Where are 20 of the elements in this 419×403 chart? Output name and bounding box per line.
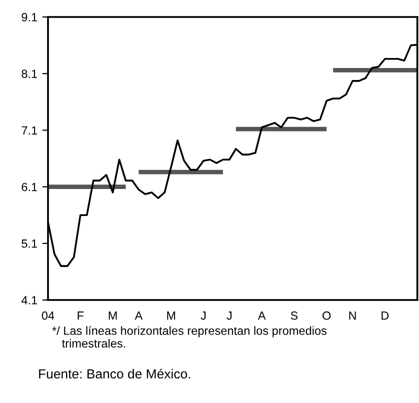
x-tick-label: N	[349, 312, 356, 320]
x-tick-label: O	[322, 311, 331, 320]
y-tick-label: 7.1	[22, 126, 38, 134]
x-tick-label: J	[200, 312, 206, 320]
x-tick-label: A	[134, 312, 143, 320]
x-tick-label: A	[258, 312, 266, 320]
y-tick-label: 9.1	[22, 13, 38, 22]
x-tick-label: 04	[42, 311, 54, 320]
source-note: Fuente: Banco de México.	[39, 368, 190, 379]
y-tick-label: 5.1	[22, 240, 38, 248]
x-tick-label: D	[382, 312, 389, 320]
y-tick-label: 8.1	[22, 70, 38, 78]
x-tick-label: F	[78, 312, 84, 320]
x-tick-label: M	[108, 312, 117, 320]
y-tick-label: 4.1	[21, 296, 38, 304]
text: */ Las líneas horizontales representan los promedios trimestrales.	[52, 326, 327, 348]
x-tick-label: S	[290, 311, 298, 320]
y-tick-label: 6.1	[22, 182, 38, 192]
x-tick-label: J	[226, 312, 232, 320]
x-tick-label: M	[167, 312, 176, 320]
